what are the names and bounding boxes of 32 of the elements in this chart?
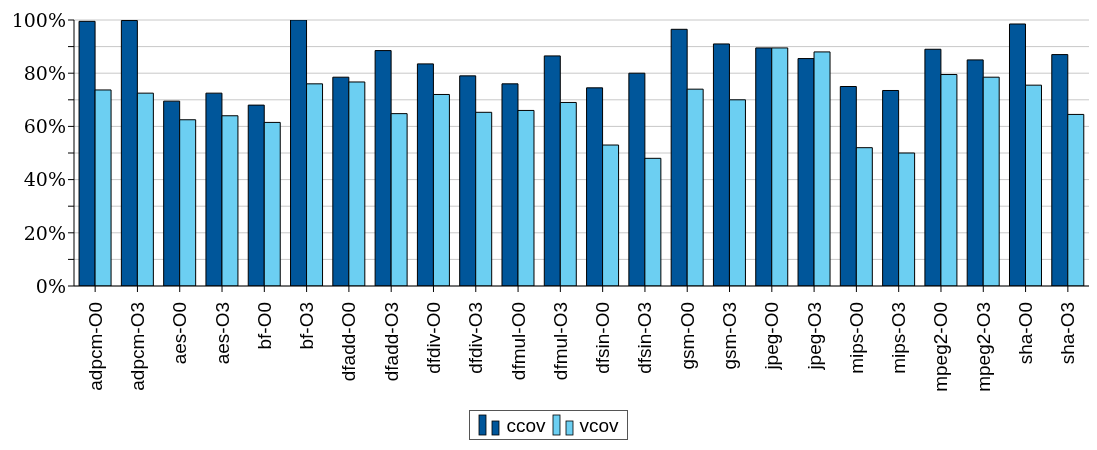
x-tick-label: mpeg2-O0 xyxy=(930,302,952,392)
x-tick-label: dfsin-O0 xyxy=(592,302,614,374)
x-tick-label: jpeg-O0 xyxy=(761,302,783,371)
x-tick-label: gsm-O3 xyxy=(719,302,741,370)
x-tick-label: mips-O0 xyxy=(845,302,867,374)
y-tick-label: 20% xyxy=(23,221,66,244)
x-tick-label: adpcm-O3 xyxy=(126,302,148,391)
x-tick-label: bf-O0 xyxy=(253,302,275,350)
y-tick-label: 100% xyxy=(11,8,66,31)
x-tick-label: mips-O3 xyxy=(888,302,910,374)
legend-label: vcov xyxy=(579,415,619,437)
x-tick-label: aes-O0 xyxy=(169,302,191,365)
x-tick-label: bf-O3 xyxy=(296,302,318,350)
x-tick-label: mpeg2-O3 xyxy=(972,302,994,392)
y-tick-label: 40% xyxy=(23,168,66,191)
x-tick-label: sha-O3 xyxy=(1057,302,1079,365)
y-tick-label: 0% xyxy=(35,274,66,297)
x-tick-label: dfdiv-O3 xyxy=(465,302,487,374)
y-tick-label: 80% xyxy=(23,61,66,84)
x-tick-label: aes-O3 xyxy=(211,302,233,365)
x-tick-label: sha-O0 xyxy=(1015,302,1037,365)
x-tick-label: adpcm-O0 xyxy=(84,302,106,391)
x-tick-label: dfadd-O3 xyxy=(380,302,402,382)
y-tick-label: 60% xyxy=(23,115,66,138)
x-tick-label: dfmul-O3 xyxy=(549,302,571,381)
x-tick-label: dfsin-O3 xyxy=(634,302,656,374)
x-tick-label: gsm-O0 xyxy=(676,302,698,370)
legend-label: ccov xyxy=(506,415,546,437)
x-tick-label: jpeg-O3 xyxy=(803,302,825,371)
x-tick-label: dfmul-O0 xyxy=(507,302,529,381)
x-tick-label: dfdiv-O0 xyxy=(422,302,444,374)
x-tick-label: dfadd-O0 xyxy=(338,302,360,382)
